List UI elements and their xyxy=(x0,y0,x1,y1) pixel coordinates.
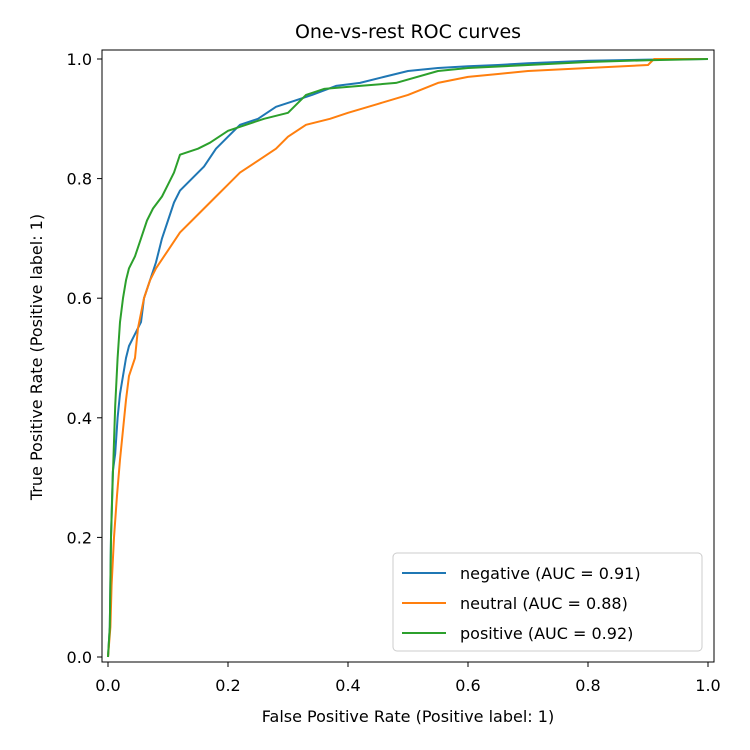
plot-area xyxy=(107,58,709,658)
x-tick-label: 0.6 xyxy=(455,676,480,695)
roc-curve-positive xyxy=(107,58,709,658)
y-tick-label: 0.2 xyxy=(67,528,92,547)
legend-box xyxy=(392,552,703,652)
y-tick-label: 0.8 xyxy=(67,170,92,189)
chart-title: One-vs-rest ROC curves xyxy=(295,21,521,43)
x-tick-label: 0.4 xyxy=(335,676,360,695)
x-axis-title: False Positive Rate (Positive label: 1) xyxy=(262,707,554,726)
y-axis: 0.0 0.2 0.4 0.6 0.8 1.0 xyxy=(67,50,102,667)
y-axis-title: True Positive Rate (Positive label: 1) xyxy=(27,214,46,501)
roc-curve-negative xyxy=(107,58,709,658)
legend-label-positive: positive (AUC = 0.92) xyxy=(460,624,633,643)
x-axis: 0.0 0.2 0.4 0.6 0.8 1.0 xyxy=(95,662,721,695)
x-tick-label: 0.0 xyxy=(95,676,120,695)
y-tick-label: 1.0 xyxy=(67,50,92,69)
axes-frame xyxy=(101,49,715,663)
legend: negative (AUC = 0.91) neutral (AUC = 0.88… xyxy=(392,552,703,652)
x-tick-label: 1.0 xyxy=(695,676,720,695)
y-tick-label: 0.0 xyxy=(67,648,92,667)
roc-curve-neutral xyxy=(107,58,708,658)
legend-label-neutral: neutral (AUC = 0.88) xyxy=(460,594,628,613)
y-tick-label: 0.4 xyxy=(67,409,92,428)
y-tick-label: 0.6 xyxy=(67,289,92,308)
x-tick-label: 0.8 xyxy=(575,676,600,695)
legend-label-negative: negative (AUC = 0.91) xyxy=(460,564,641,583)
x-tick-label: 0.2 xyxy=(215,676,240,695)
